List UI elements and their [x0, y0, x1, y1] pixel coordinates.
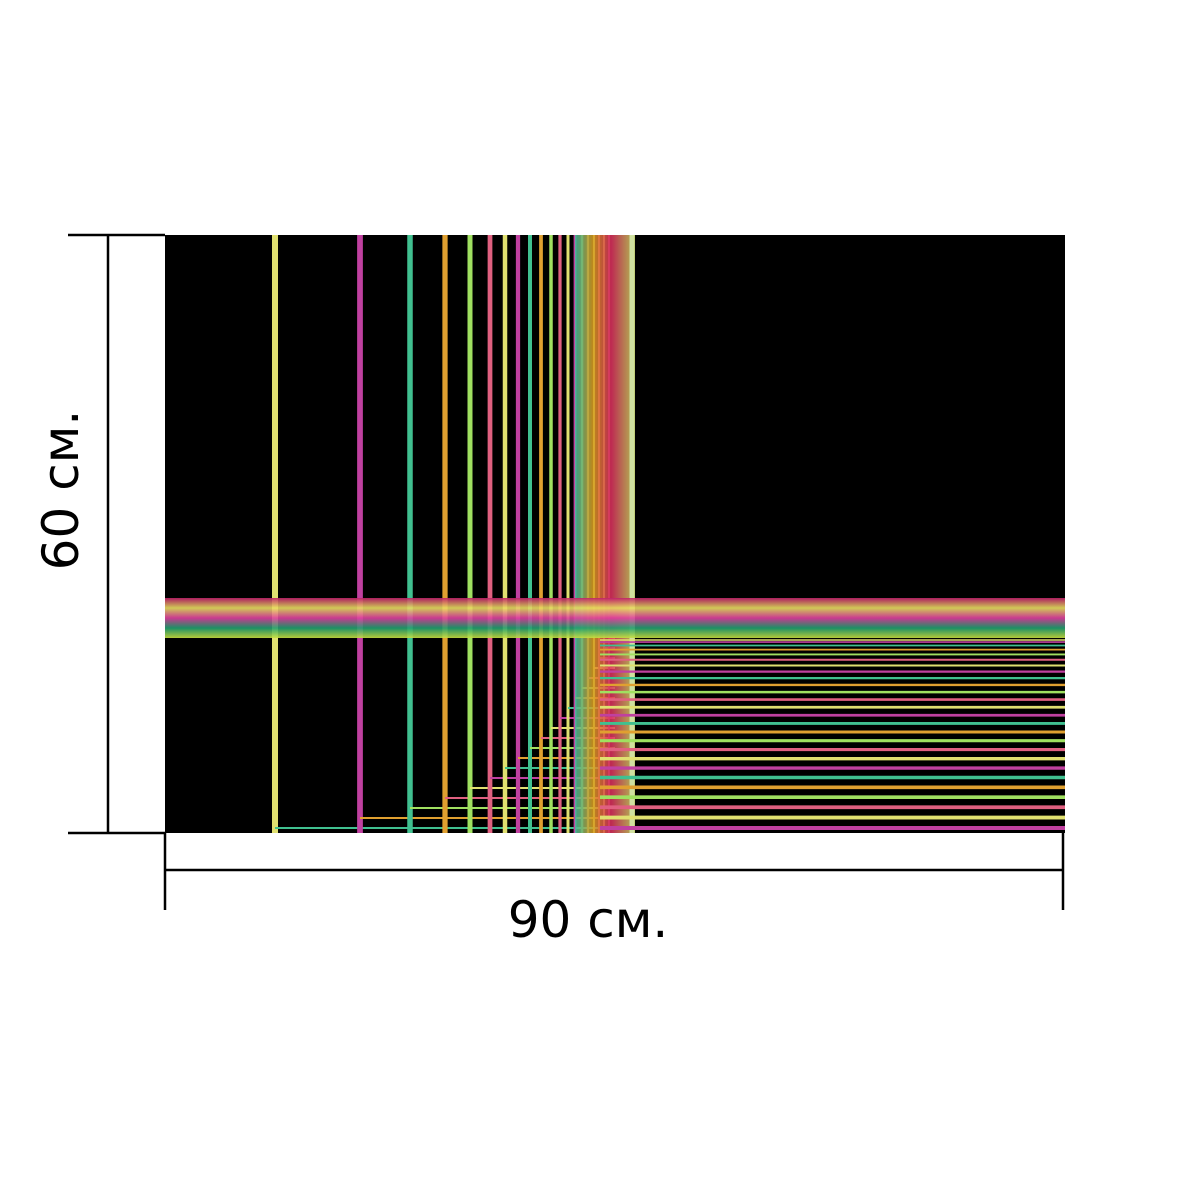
height-label: 60 см.: [32, 410, 90, 571]
artwork-stroke: [165, 598, 1065, 638]
width-label: 90 см.: [508, 891, 669, 949]
artwork-stroke: [575, 235, 635, 833]
artwork: [165, 235, 1065, 833]
